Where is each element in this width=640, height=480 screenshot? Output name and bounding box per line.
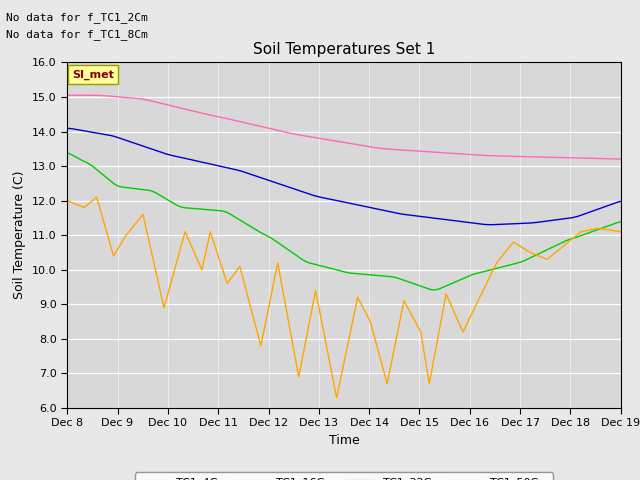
Legend: TC1_4Cm, TC1_16Cm, TC1_32Cm, TC1_50Cm: TC1_4Cm, TC1_16Cm, TC1_32Cm, TC1_50Cm [134,472,554,480]
Text: SI_met: SI_met [72,70,114,80]
Title: Soil Temperatures Set 1: Soil Temperatures Set 1 [253,42,435,57]
Text: No data for f_TC1_2Cm: No data for f_TC1_2Cm [6,12,148,23]
X-axis label: Time: Time [328,434,360,447]
Text: No data for f_TC1_8Cm: No data for f_TC1_8Cm [6,29,148,40]
Y-axis label: Soil Temperature (C): Soil Temperature (C) [13,171,26,300]
